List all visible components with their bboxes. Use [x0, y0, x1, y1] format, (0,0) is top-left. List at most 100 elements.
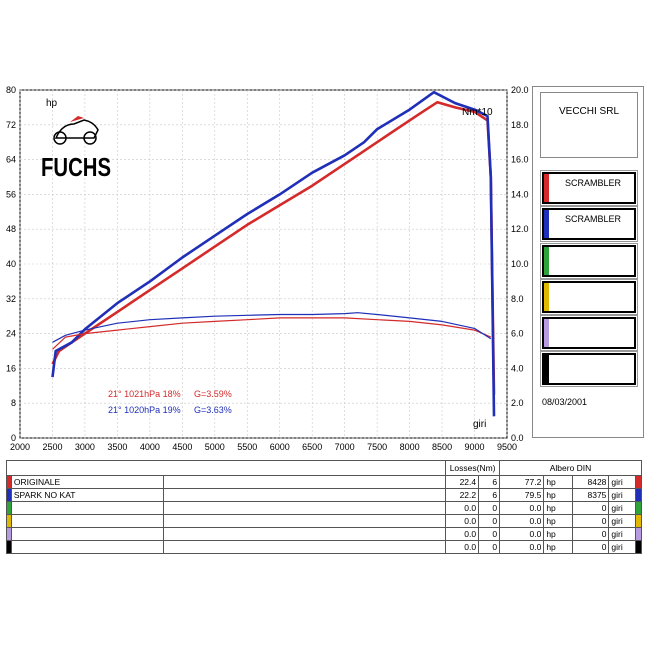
- series-lines: [51, 90, 496, 417]
- row-name: [10, 540, 165, 554]
- y-tick-label-right: 10.0: [511, 259, 529, 269]
- row-color-swatch-right: [635, 527, 642, 541]
- row-power: 79.5: [499, 488, 545, 502]
- row-name: [10, 514, 165, 528]
- x-tick-label: 8500: [432, 442, 452, 452]
- y-tick-label-right: 0.0: [511, 433, 524, 443]
- dyno-chart: 2000 2500 3000 3500 4000 4500 5000 5500 6000 6500…: [6, 85, 529, 452]
- x-tick-label: 7500: [367, 442, 387, 452]
- row-gear: 0: [478, 540, 501, 554]
- x-tick-label: 9000: [465, 442, 485, 452]
- row-color-swatch-right: [635, 540, 642, 554]
- series-line-4: [52, 312, 492, 343]
- condition-blue-g: G=3.63%: [194, 405, 232, 415]
- y-tick-label-left: 16: [6, 363, 16, 373]
- series-line-1: [51, 100, 496, 395]
- company-box: VECCHI SRL: [540, 92, 638, 158]
- row-power: 0.0: [499, 514, 545, 528]
- row-spacer: [163, 540, 447, 554]
- fuchs-logo-text: FUCHS: [41, 152, 111, 182]
- x-tick-label: 4500: [172, 442, 192, 452]
- row-rpm: 8428: [571, 475, 610, 489]
- row-name: [10, 527, 165, 541]
- row-rpm-unit: giri: [608, 488, 637, 502]
- y-tick-label-left: 8: [11, 398, 16, 408]
- x-tick-label: 2000: [10, 442, 30, 452]
- row-unit: hp: [543, 540, 573, 554]
- row-name: [10, 501, 165, 515]
- row-loss: 0.0: [445, 514, 480, 528]
- y-tick-label-left: 48: [6, 224, 16, 234]
- table-row: 0.0 0 0.0 hp 0 giri: [6, 540, 642, 554]
- table-row: ORIGINALE 22.4 6 77.2 hp 8428 giri: [6, 475, 642, 489]
- y-axis-label-right: Nm*10: [462, 107, 493, 118]
- y-tick-label-right: 6.0: [511, 329, 524, 339]
- table-row: 0.0 0 0.0 hp 0 giri: [6, 527, 642, 541]
- x-tick-label: 6500: [302, 442, 322, 452]
- condition-red-g: G=3.59%: [194, 389, 232, 399]
- test-date: 08/03/2001: [542, 397, 588, 407]
- row-unit: hp: [543, 501, 573, 515]
- row-power: 0.0: [499, 501, 545, 515]
- y-axis-label-left: hp: [46, 98, 58, 109]
- row-rpm-unit: giri: [608, 540, 637, 554]
- row-unit: hp: [543, 475, 573, 489]
- row-rpm: 0: [571, 501, 610, 515]
- y-tick-label-left: 56: [6, 189, 16, 199]
- row-power: 77.2: [499, 475, 545, 489]
- row-spacer: [163, 501, 447, 515]
- company-name: VECCHI SRL: [558, 106, 619, 117]
- legend-label-2: SCRAMBLER: [564, 214, 621, 224]
- table-row: 0.0 0 0.0 hp 0 giri: [6, 514, 642, 528]
- row-loss: 22.4: [445, 475, 480, 489]
- row-gear: 0: [478, 501, 501, 515]
- y-tick-label-right: 4.0: [511, 363, 524, 373]
- row-name: ORIGINALE: [10, 475, 165, 489]
- row-loss: 22.2: [445, 488, 480, 502]
- x-tick-label: 5000: [205, 442, 225, 452]
- row-unit: hp: [543, 488, 573, 502]
- tick-labels: 2000 2500 3000 3500 4000 4500 5000 5500 6000 6500…: [6, 85, 529, 452]
- row-gear: 0: [478, 514, 501, 528]
- y-tick-label-left: 0: [11, 433, 16, 443]
- row-gear: 6: [478, 475, 501, 489]
- x-tick-label: 5500: [237, 442, 257, 452]
- legend-item-4: [540, 279, 638, 315]
- row-rpm: 0: [571, 527, 610, 541]
- y-tick-label-left: 24: [6, 329, 16, 339]
- row-spacer: [163, 488, 447, 502]
- row-gear: 0: [478, 527, 501, 541]
- row-rpm: 0: [571, 540, 610, 554]
- row-rpm-unit: giri: [608, 501, 637, 515]
- table-row: 0.0 0 0.0 hp 0 giri: [6, 501, 642, 515]
- x-tick-label: 2500: [42, 442, 62, 452]
- y-tick-label-right: 14.0: [511, 189, 529, 199]
- legend-label-1: SCRAMBLER: [564, 178, 621, 188]
- x-tick-label: 8000: [400, 442, 420, 452]
- row-loss: 0.0: [445, 540, 480, 554]
- row-unit: hp: [543, 527, 573, 541]
- row-rpm: 0: [571, 514, 610, 528]
- x-tick-label: 3500: [107, 442, 127, 452]
- legend-item-6: [540, 351, 638, 387]
- table-row: SPARK NO KAT 22.2 6 79.5 hp 8375 giri: [6, 488, 642, 502]
- series-line-3: [52, 317, 492, 350]
- row-gear: 6: [478, 488, 501, 502]
- row-rpm-unit: giri: [608, 514, 637, 528]
- row-color-swatch-right: [635, 475, 642, 489]
- y-tick-label-right: 2.0: [511, 398, 524, 408]
- legend-item-5: [540, 315, 638, 351]
- condition-red: 21° 1021hPa 18%: [108, 389, 181, 399]
- row-spacer: [163, 514, 447, 528]
- y-tick-label-right: 18.0: [511, 120, 529, 130]
- row-rpm-unit: giri: [608, 475, 637, 489]
- y-tick-label-left: 32: [6, 294, 16, 304]
- y-tick-label-right: 16.0: [511, 155, 529, 165]
- row-loss: 0.0: [445, 501, 480, 515]
- row-color-swatch-right: [635, 488, 642, 502]
- row-color-swatch-right: [635, 514, 642, 528]
- y-tick-label-left: 40: [6, 259, 16, 269]
- conditions: 21° 1021hPa 18% G=3.59% 21° 1020hPa 19% …: [108, 389, 232, 415]
- x-tick-label: 4000: [140, 442, 160, 452]
- y-tick-label-right: 20.0: [511, 85, 529, 95]
